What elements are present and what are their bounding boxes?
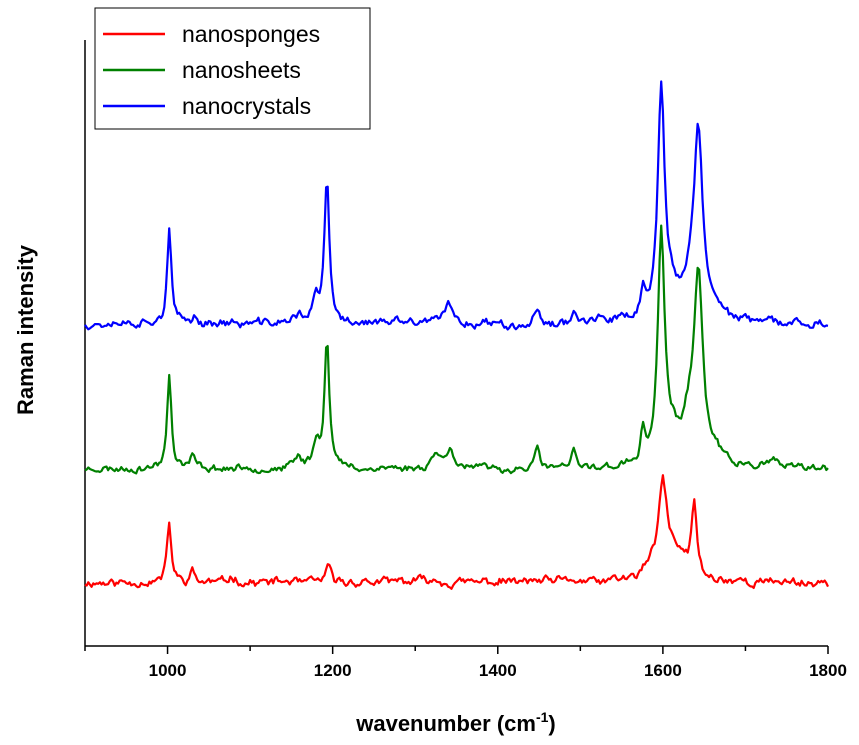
series-line-nanosponges [84, 474, 829, 590]
x-tick-label: 1200 [314, 661, 352, 680]
legend-box [94, 7, 371, 130]
x-tick-label: 1000 [149, 661, 187, 680]
legend-label-nanosheets: nanosheets [182, 57, 301, 83]
legend-label-nanosponges: nanosponges [182, 21, 320, 47]
series-line-nanosheets [84, 224, 829, 475]
series-line-nanocrystals [84, 80, 829, 331]
x-tick-label: 1400 [479, 661, 517, 680]
x-axis-title: wavenumber (cm-1) [355, 709, 556, 736]
x-tick-label: 1800 [809, 661, 847, 680]
legend: nanosponges nanosheets nanocrystals [94, 7, 371, 130]
legend-label-nanocrystals: nanocrystals [182, 93, 311, 119]
x-tick-label: 1600 [644, 661, 682, 680]
x-axis-title-superscript: -1 [536, 709, 549, 725]
x-ticks: 1000 1200 1400 1600 1800 [84, 646, 847, 680]
series-group [84, 80, 829, 590]
y-axis-title: Raman intensity [13, 244, 38, 415]
